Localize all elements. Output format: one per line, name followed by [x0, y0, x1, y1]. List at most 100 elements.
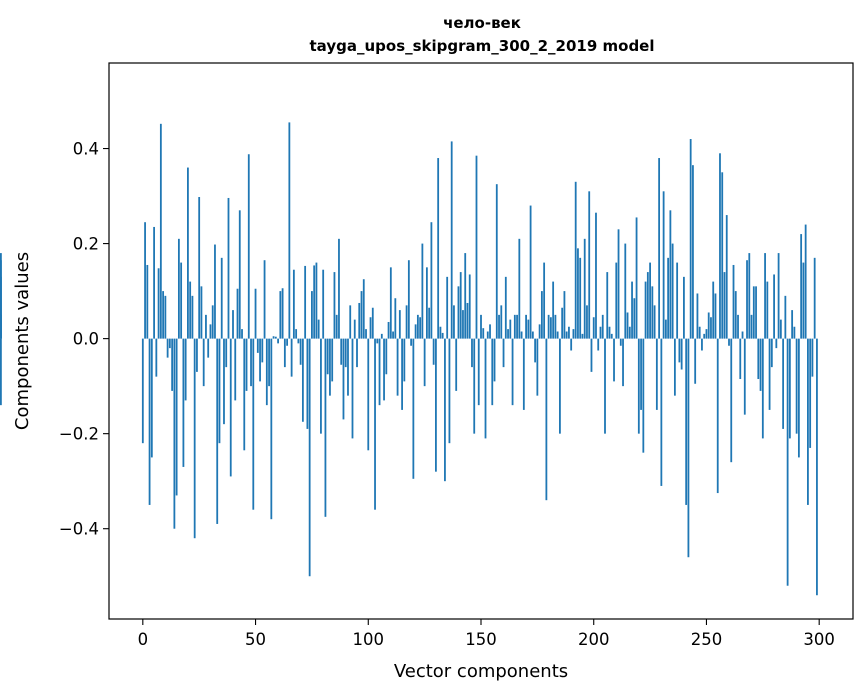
bar-component-276 — [764, 253, 766, 339]
bar-component-28 — [205, 314, 207, 339]
bar-component-162 — [507, 329, 509, 339]
bar-component-239 — [680, 338, 683, 370]
bar-component-235 — [671, 243, 674, 339]
bar-component-169 — [522, 338, 525, 410]
bar-component-298 — [813, 257, 816, 339]
bar-component-109 — [387, 321, 390, 339]
bar-component-52 — [259, 338, 261, 382]
bar-component-96 — [358, 302, 361, 339]
bar-component-20 — [187, 167, 189, 339]
bar-component-undefined — [0, 338, 2, 406]
bar-component-110 — [389, 267, 392, 339]
bar-component-228 — [655, 338, 658, 410]
bar-component-240 — [683, 276, 685, 339]
bar-component-100 — [367, 338, 370, 451]
bar-component-118 — [407, 260, 410, 339]
bar-component-18 — [182, 338, 185, 467]
bar-component-48 — [250, 338, 252, 387]
bar-component-284 — [782, 338, 785, 429]
bar-component-226 — [651, 286, 654, 339]
bar-component-270 — [750, 314, 753, 339]
y-tick-label: 0.0 — [73, 330, 99, 349]
bar-component-254 — [714, 293, 717, 339]
bar-component-111 — [392, 331, 394, 339]
bar-component-29 — [207, 338, 210, 358]
bar-component-123 — [419, 317, 422, 339]
bar-component-207 — [608, 326, 611, 339]
bar-component-99 — [365, 329, 367, 339]
bar-component-160 — [502, 338, 505, 368]
bar-component-158 — [498, 314, 500, 339]
bar-component-202 — [597, 338, 600, 351]
bar-component-71 — [301, 338, 304, 422]
bar-component-157 — [495, 184, 498, 339]
bar-component-98 — [362, 279, 365, 339]
bar-component-40 — [232, 310, 234, 339]
bar-component-11 — [166, 338, 169, 358]
bar-component-237 — [676, 262, 679, 339]
bar-component-23 — [193, 338, 196, 539]
bar-component-8 — [159, 123, 162, 339]
bar-component-178 — [543, 262, 546, 339]
bar-component-108 — [385, 338, 388, 375]
x-tick-label: 50 — [245, 630, 266, 649]
bar-component-146 — [471, 338, 473, 368]
bar-component-234 — [669, 210, 672, 339]
bar-component-249 — [703, 333, 706, 339]
bar-component-59 — [274, 336, 277, 339]
bar-component-79 — [320, 338, 322, 434]
bar-component-182 — [552, 281, 555, 339]
bar-component-227 — [653, 305, 656, 339]
bar-component-116 — [403, 338, 406, 382]
bar-component-188 — [565, 331, 568, 339]
x-tick-label: 250 — [691, 630, 723, 649]
bar-component-251 — [707, 312, 710, 339]
bar-component-247 — [698, 326, 701, 339]
bar-component-185 — [559, 338, 561, 434]
bar-component-171 — [527, 319, 530, 339]
bar-component-92 — [349, 305, 352, 339]
bar-component-1 — [144, 222, 146, 339]
bar-component-154 — [489, 324, 491, 339]
bar-component-49 — [252, 338, 255, 510]
bar-component-15 — [175, 338, 178, 496]
bar-component-281 — [775, 338, 778, 349]
bar-component-51 — [256, 338, 259, 353]
bar-component-263 — [734, 291, 737, 339]
bar-component-275 — [761, 338, 764, 439]
bar-component-55 — [265, 338, 268, 406]
bar-component-212 — [619, 338, 622, 346]
bar-component-87 — [338, 238, 340, 339]
bar-component-104 — [376, 338, 379, 344]
bar-component-176 — [538, 324, 541, 339]
bar-component-201 — [595, 212, 597, 339]
bar-component-31 — [211, 305, 214, 339]
bar-component-112 — [394, 298, 397, 339]
bar-component-16 — [177, 238, 180, 339]
bar-component-82 — [326, 338, 329, 375]
bar-component-222 — [642, 338, 645, 453]
bar-component-168 — [520, 331, 523, 339]
bar-component-167 — [518, 238, 521, 339]
bar-component-166 — [516, 314, 518, 339]
bar-component-113 — [396, 338, 399, 396]
bar-component-211 — [617, 229, 620, 339]
bar-component-265 — [739, 338, 742, 380]
bar-component-83 — [329, 338, 331, 396]
bar-component-149 — [477, 338, 480, 406]
bar-component-103 — [374, 338, 376, 510]
plot-area-frame — [108, 62, 854, 620]
bar-component-200 — [592, 317, 595, 339]
bar-component-119 — [410, 338, 413, 346]
y-tick-label: −0.2 — [59, 425, 99, 444]
bar-component-125 — [423, 338, 426, 387]
bar-component-192 — [574, 181, 577, 339]
bar-component-24 — [196, 338, 198, 372]
bar-component-2 — [146, 264, 149, 339]
bar-component-19 — [184, 338, 187, 401]
bar-component-85 — [333, 272, 336, 339]
bar-component-282 — [777, 253, 780, 339]
bar-component-233 — [667, 257, 670, 339]
bar-component-170 — [525, 314, 527, 339]
bar-component-70 — [299, 338, 302, 365]
